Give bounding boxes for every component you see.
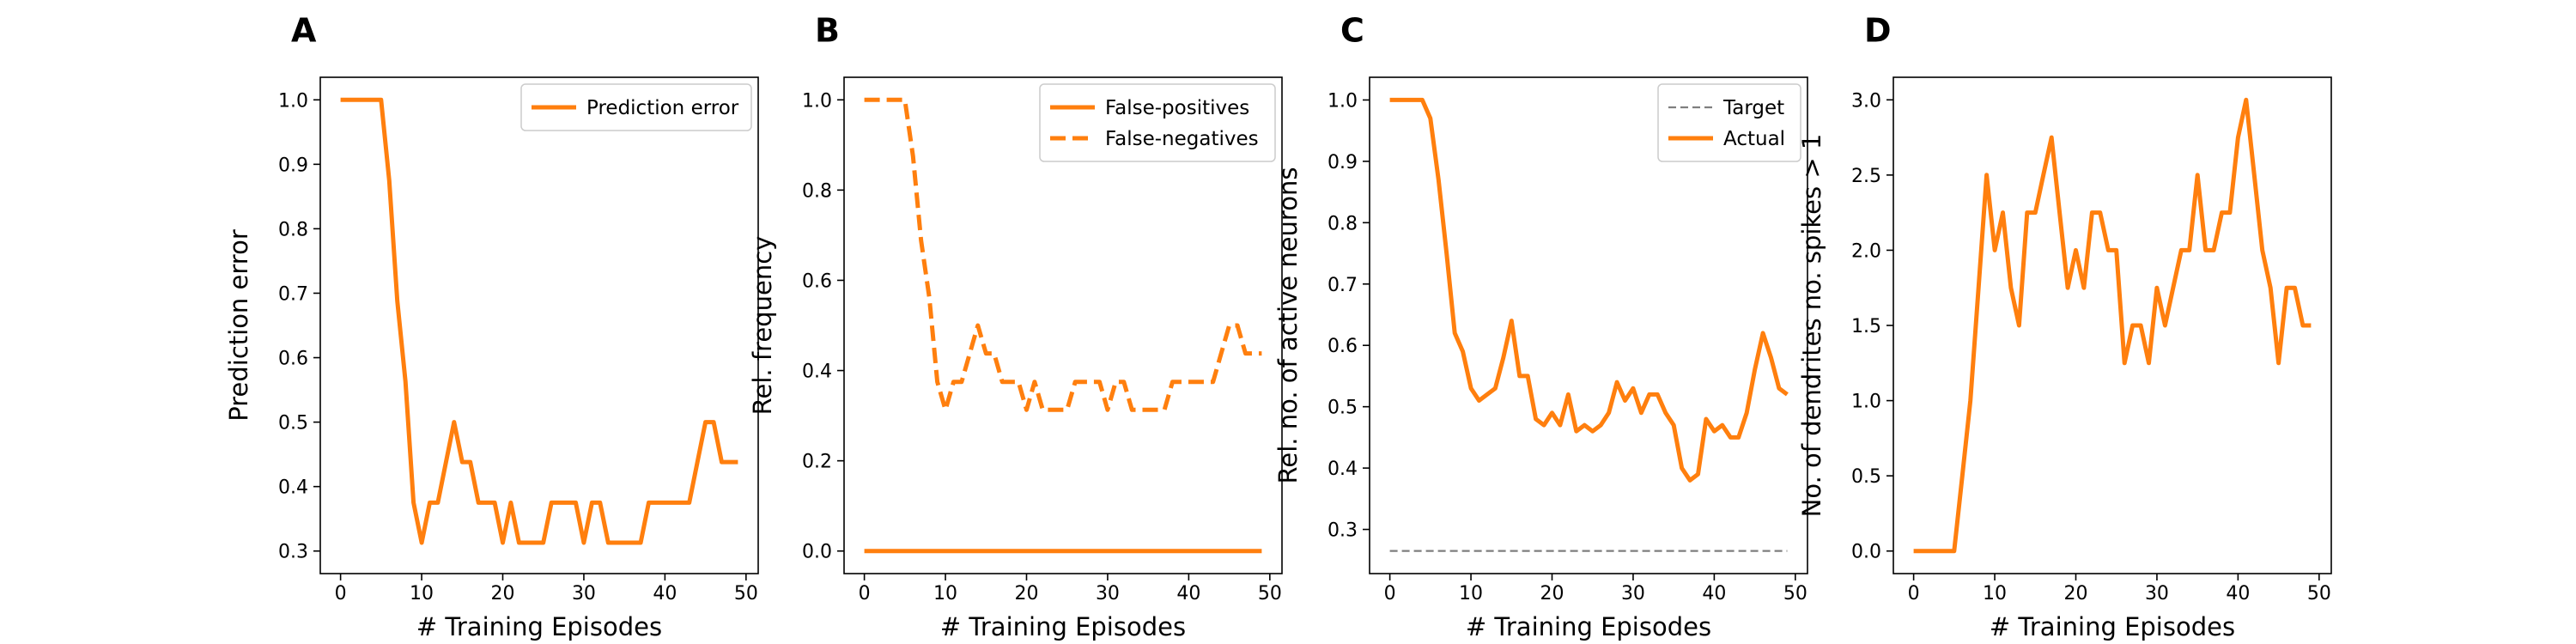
panel-letter: D [1864, 12, 1892, 50]
legend-entry-label: Prediction error [586, 97, 739, 119]
x-axis-label: # Training Episodes [1466, 612, 1711, 641]
y-tick-label: 1.0 [1327, 90, 1358, 112]
legend-box [1657, 83, 1801, 162]
axes-frame [1369, 76, 1808, 574]
legend-entry-label: False-negatives [1105, 128, 1259, 150]
x-tick-label: 10 [933, 583, 957, 605]
x-tick-label: 30 [1621, 583, 1645, 605]
y-tick-label: 0.7 [278, 283, 308, 305]
y-tick-label: 0.6 [1327, 336, 1358, 357]
x-axis-label: # Training Episodes [1990, 612, 2235, 641]
y-tick-label: 0.7 [1327, 275, 1358, 296]
x-tick-label: 50 [2307, 583, 2331, 605]
y-tick-label: 0.5 [1851, 466, 1881, 488]
x-tick-label: 20 [1015, 583, 1039, 605]
y-tick-label: 0.9 [1327, 152, 1358, 173]
x-tick-label: 10 [1459, 583, 1483, 605]
x-tick-label: 40 [1176, 583, 1200, 605]
y-tick-label: 0.8 [802, 180, 832, 202]
y-tick-label: 1.0 [802, 90, 832, 112]
y-tick-label: 0.6 [278, 349, 308, 370]
y-tick-label: 0.0 [1851, 542, 1881, 563]
x-tick-label: 30 [2145, 583, 2169, 605]
y-axis-label: Rel. frequency [748, 236, 777, 416]
x-tick-label: 20 [1540, 583, 1564, 605]
x-tick-label: 40 [1702, 583, 1726, 605]
x-tick-label: 40 [653, 583, 677, 605]
legend: False-positives False-negatives [1039, 83, 1276, 162]
y-tick-label: 0.4 [278, 477, 308, 499]
y-tick-label: 0.8 [278, 219, 308, 240]
y-tick-label: 0.9 [278, 155, 308, 176]
x-tick-label: 10 [1983, 583, 2007, 605]
y-tick-label: 0.8 [1327, 213, 1358, 234]
x-tick-label: 50 [734, 583, 758, 605]
y-tick-label: 0.3 [1327, 520, 1358, 542]
x-tick-label: 40 [2226, 583, 2250, 605]
y-axis-label: No. of dendrites no. spikes > 1 [1797, 134, 1826, 518]
x-axis-label: # Training Episodes [940, 612, 1186, 641]
y-tick-label: 2.5 [1851, 166, 1881, 187]
panel-letter: C [1340, 12, 1364, 50]
y-tick-label: 0.0 [802, 542, 832, 563]
legend-entry-label: False-positives [1105, 97, 1249, 119]
legend-box [520, 83, 752, 131]
axes-frame [843, 76, 1283, 574]
panel-a: A 0 10 20 30 40 50 0.3 0.4 0.5 0.6 0.7 0.8 0.9 1.0 # Tr… [224, 12, 759, 641]
x-tick-label: 0 [335, 583, 347, 605]
y-tick-label: 3.0 [1851, 90, 1881, 112]
y-tick-label: 0.4 [1327, 459, 1358, 480]
series-line-actual [1389, 97, 1789, 483]
y-tick-label: 2.0 [1851, 240, 1881, 262]
y-tick-label: 0.5 [278, 413, 308, 434]
legend-box [1039, 83, 1276, 162]
y-tick-label: 0.6 [802, 270, 832, 292]
x-tick-label: 50 [1258, 583, 1282, 605]
panel-b: B 0 10 20 30 40 50 0.0 0.2 0.4 0.6 0.8 1.0 # Training… [748, 12, 1283, 641]
x-axis-label: # Training Episodes [416, 612, 662, 641]
legend: Target Actual [1657, 83, 1801, 162]
x-tick-label: 0 [859, 583, 871, 605]
panel-letter: B [815, 12, 840, 50]
x-tick-label: 30 [572, 583, 596, 605]
x-tick-label: 20 [491, 583, 515, 605]
series-line-series-0 [1913, 97, 2312, 554]
panel-letter: A [291, 12, 317, 50]
y-tick-label: 1.5 [1851, 316, 1881, 337]
y-axis-label: Rel. no. of active neurons [1273, 167, 1303, 484]
panel-d: D 0 10 20 30 40 50 0.0 0.5 1.0 1.5 2.0 2.5 3.0 # Train… [1797, 12, 2332, 641]
y-tick-label: 0.5 [1327, 398, 1358, 419]
x-tick-label: 20 [2064, 583, 2088, 605]
axes-frame [319, 76, 759, 574]
legend: Prediction error [520, 83, 752, 131]
x-tick-label: 0 [1384, 583, 1396, 605]
y-tick-label: 0.2 [802, 452, 832, 473]
panel-c: C 0 10 20 30 40 50 0.3 0.4 0.5 0.6 0.7 0.8 0.9 1.0 # Tr… [1273, 12, 1808, 641]
y-tick-label: 0.4 [802, 361, 832, 383]
x-tick-label: 10 [410, 583, 434, 605]
y-tick-label: 0.3 [278, 542, 308, 563]
legend-entry-label: Actual [1723, 128, 1785, 150]
legend-entry-label: Target [1722, 97, 1784, 119]
y-tick-label: 1.0 [1851, 392, 1881, 413]
x-tick-label: 0 [1908, 583, 1920, 605]
series-line-prediction-error [340, 97, 738, 545]
y-axis-label: Prediction error [224, 229, 253, 422]
x-tick-label: 50 [1783, 583, 1807, 605]
y-tick-label: 1.0 [278, 90, 308, 112]
x-tick-label: 30 [1096, 583, 1120, 605]
series-line-false-negatives [864, 97, 1262, 412]
